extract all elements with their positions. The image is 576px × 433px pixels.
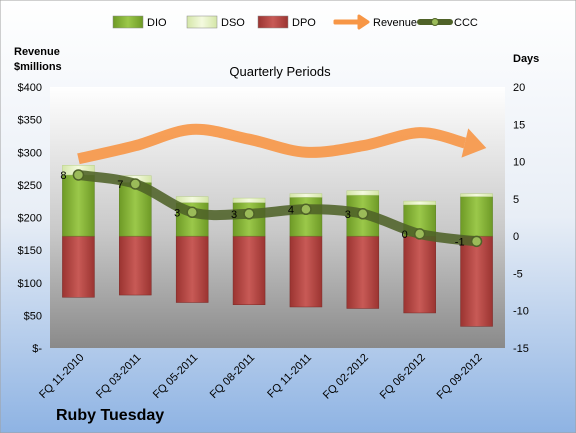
left-tick-label: $300 bbox=[18, 147, 42, 159]
dso-bar bbox=[403, 200, 436, 206]
ccc-point bbox=[413, 228, 426, 240]
right-tick-label: 15 bbox=[513, 119, 525, 131]
ccc-point bbox=[300, 203, 312, 216]
ccc-point bbox=[357, 208, 369, 220]
dso-bar bbox=[232, 197, 266, 203]
dso-bar bbox=[289, 193, 323, 198]
right-tick-label: 0 bbox=[513, 231, 519, 243]
legend-swatch-revenue bbox=[333, 14, 370, 30]
left-tick-label: $150 bbox=[18, 245, 42, 257]
ccc-data-label: 3 bbox=[174, 207, 180, 219]
right-tick-label: -5 bbox=[513, 268, 523, 280]
ccc-point bbox=[186, 206, 198, 219]
dpo-bar bbox=[175, 235, 209, 303]
left-tick-label: $350 bbox=[18, 115, 42, 127]
dpo-bar bbox=[232, 235, 266, 305]
left-axis-title-line2: $millions bbox=[14, 61, 62, 73]
legend-swatch-dso bbox=[186, 15, 218, 29]
legend-swatch-dio bbox=[112, 15, 144, 29]
dio-bar bbox=[62, 174, 95, 237]
right-tick-label: 20 bbox=[513, 82, 525, 94]
right-tick-label: 10 bbox=[513, 157, 525, 169]
ccc-data-label: -1 bbox=[455, 236, 465, 248]
legend-swatch-ccc-point bbox=[431, 18, 439, 26]
right-tick-label: -10 bbox=[513, 306, 529, 318]
dpo-bar bbox=[62, 235, 95, 298]
left-axis-ticks: $- $50 $100 $150 $200 $250 $300 $350 $400 bbox=[18, 82, 43, 355]
company-name: Ruby Tuesday bbox=[56, 407, 164, 424]
revenue-line bbox=[77, 123, 467, 165]
ccc-point bbox=[243, 208, 255, 220]
left-tick-label: $400 bbox=[18, 82, 42, 94]
left-axis-title-line1: Revenue bbox=[14, 46, 60, 58]
ccc-data-label: 4 bbox=[288, 204, 294, 216]
right-tick-label: -15 bbox=[513, 343, 529, 355]
ccc-data-label: 0 bbox=[402, 229, 408, 241]
left-tick-label: $200 bbox=[18, 213, 42, 225]
dpo-bar bbox=[460, 235, 493, 327]
plot-area bbox=[50, 87, 505, 348]
dso-bar bbox=[175, 196, 209, 203]
legend-label: Revenue bbox=[373, 17, 417, 29]
ccc-series: 8 7 3 3 4 3 0 -1 bbox=[60, 169, 483, 248]
dio-bar bbox=[460, 196, 493, 237]
ccc-point bbox=[129, 178, 142, 190]
left-tick-label: $50 bbox=[24, 310, 42, 322]
left-tick-label: $- bbox=[32, 343, 42, 355]
dso-bar bbox=[346, 190, 380, 196]
dso-bar bbox=[460, 193, 493, 197]
dio-bar bbox=[289, 197, 323, 237]
dpo-bar bbox=[346, 235, 380, 309]
revenue-arrowhead bbox=[461, 128, 487, 158]
ccc-data-label: 7 bbox=[117, 179, 123, 191]
left-tick-label: $100 bbox=[18, 278, 42, 290]
left-tick-label: $250 bbox=[18, 180, 42, 192]
dpo-bar bbox=[403, 235, 436, 314]
right-tick-label: 5 bbox=[513, 194, 519, 206]
legend-swatch-dpo bbox=[257, 15, 289, 29]
legend-label: CCC bbox=[454, 17, 478, 29]
legend-label: DIO bbox=[147, 17, 167, 29]
ccc-data-label: 3 bbox=[231, 209, 237, 221]
dpo-bar bbox=[119, 235, 152, 296]
right-axis-title: Days bbox=[513, 53, 539, 65]
legend-label: DSO bbox=[221, 17, 245, 29]
ccc-point bbox=[470, 235, 483, 248]
legend-label: DPO bbox=[292, 17, 316, 29]
ccc-data-label: 8 bbox=[60, 170, 66, 182]
chart-title: Quarterly Periods bbox=[229, 64, 331, 79]
right-axis-ticks: -15 -10 -5 0 5 10 15 20 bbox=[513, 82, 529, 355]
ccc-point bbox=[72, 169, 85, 181]
revenue-series bbox=[77, 123, 487, 165]
dpo-bar bbox=[289, 235, 323, 308]
legend: DIO DSO DPO Revenue CCC bbox=[112, 14, 478, 30]
ccc-data-label: 3 bbox=[345, 209, 351, 221]
